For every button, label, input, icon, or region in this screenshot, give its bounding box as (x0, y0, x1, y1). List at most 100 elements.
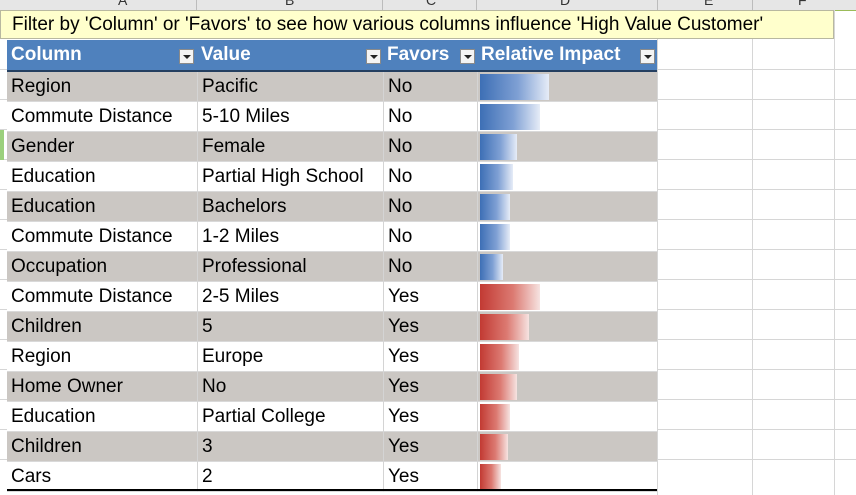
table-row[interactable]: Commute Distance 5-10 Miles No (7, 102, 657, 132)
header-favors[interactable]: Favors (383, 40, 477, 70)
cell-favors[interactable]: No (383, 132, 477, 162)
cell-value[interactable]: 2-5 Miles (197, 282, 383, 312)
cell-favors[interactable]: Yes (383, 402, 477, 432)
filter-instruction-banner[interactable]: Filter by 'Column' or 'Favors' to see ho… (0, 10, 834, 39)
cell-value[interactable]: Female (197, 132, 383, 162)
column-letter-a[interactable]: A (118, 0, 128, 8)
cell-value[interactable]: Professional (197, 252, 383, 282)
impact-data-bar (480, 194, 510, 220)
table-row[interactable]: Cars 2 Yes (7, 462, 657, 492)
table-row[interactable]: Commute Distance 1-2 Miles No (7, 222, 657, 252)
cell-relative-impact[interactable] (477, 102, 657, 132)
cell-favors[interactable]: Yes (383, 372, 477, 402)
cell-favors[interactable]: No (383, 252, 477, 282)
table-row[interactable]: Education Bachelors No (7, 192, 657, 222)
table-row[interactable]: Home Owner No Yes (7, 372, 657, 402)
header-column[interactable]: Column (7, 40, 197, 70)
cell-column[interactable]: Education (11, 166, 96, 187)
cell-favors[interactable]: Yes (383, 282, 477, 312)
table-header-row: Column Value Favors Relative Impact (7, 40, 657, 72)
cell-relative-impact[interactable] (477, 252, 657, 282)
cell-favors[interactable]: Yes (383, 312, 477, 342)
cell-relative-impact[interactable] (477, 462, 657, 492)
cell-favors[interactable]: Yes (383, 432, 477, 462)
cell-column[interactable]: Commute Distance (11, 106, 173, 127)
column-letter-b[interactable]: B (285, 0, 295, 8)
cell-column[interactable]: Commute Distance (11, 286, 173, 307)
cell-value[interactable]: Partial College (197, 402, 383, 432)
cell-column[interactable]: Children (11, 436, 82, 457)
cell-relative-impact[interactable] (477, 282, 657, 312)
cell-value[interactable]: 5 (197, 312, 383, 342)
header-value-label: Value (201, 44, 251, 65)
cell-value[interactable]: 2 (197, 462, 383, 492)
cell-column[interactable]: Commute Distance (11, 226, 173, 247)
impact-data-bar (480, 464, 501, 490)
impact-data-bar (480, 134, 517, 160)
column-letter-c[interactable]: C (426, 0, 437, 8)
cell-value[interactable]: Partial High School (197, 162, 383, 192)
table-row[interactable]: Region Europe Yes (7, 342, 657, 372)
cell-relative-impact[interactable] (477, 192, 657, 222)
cell-relative-impact[interactable] (477, 162, 657, 192)
cell-column[interactable]: Gender (11, 136, 75, 157)
cell-relative-impact[interactable] (477, 222, 657, 252)
cell-relative-impact[interactable] (477, 72, 657, 102)
cell-value[interactable]: 3 (197, 432, 383, 462)
table-body: Region Pacific No Commute Distance 5-10 Mile… (7, 72, 657, 492)
cell-relative-impact[interactable] (477, 342, 657, 372)
cell-value[interactable]: 5-10 Miles (197, 102, 383, 132)
cell-favors[interactable]: Yes (383, 342, 477, 372)
table-row[interactable]: Commute Distance 2-5 Miles Yes (7, 282, 657, 312)
cell-favors[interactable]: Yes (383, 462, 477, 492)
cell-relative-impact[interactable] (477, 312, 657, 342)
cell-value[interactable]: No (197, 372, 383, 402)
cell-favors[interactable]: No (383, 162, 477, 192)
key-influencers-table: Column Value Favors Relative Impact Regi… (7, 40, 657, 492)
cell-column[interactable]: Home Owner (11, 376, 123, 397)
header-relative-impact-label: Relative Impact (481, 44, 621, 65)
header-value[interactable]: Value (197, 40, 383, 70)
cell-column[interactable]: Education (11, 196, 96, 217)
cell-column[interactable]: Children (11, 316, 82, 337)
cell-relative-impact[interactable] (477, 132, 657, 162)
table-row[interactable]: Education Partial High School No (7, 162, 657, 192)
column-letter-e[interactable]: E (704, 0, 714, 8)
cell-value[interactable]: 1-2 Miles (197, 222, 383, 252)
cell-value[interactable]: Europe (197, 342, 383, 372)
favors-filter-dropdown-icon[interactable] (460, 49, 475, 64)
cell-relative-impact[interactable] (477, 432, 657, 462)
row-selection-indicator (0, 130, 4, 160)
cell-column[interactable]: Education (11, 406, 96, 427)
table-row[interactable]: Children 3 Yes (7, 432, 657, 462)
cell-favors[interactable]: No (383, 102, 477, 132)
value-filter-dropdown-icon[interactable] (366, 49, 381, 64)
cell-favors[interactable]: No (383, 72, 477, 102)
column-filter-dropdown-icon[interactable] (179, 49, 194, 64)
table-row[interactable]: Education Partial College Yes (7, 402, 657, 432)
column-letter-d[interactable]: D (560, 0, 571, 8)
cell-favors[interactable]: No (383, 192, 477, 222)
cell-column[interactable]: Region (11, 346, 72, 367)
cell-relative-impact[interactable] (477, 402, 657, 432)
impact-data-bar (480, 284, 540, 310)
cell-column[interactable]: Occupation (11, 256, 108, 277)
impact-data-bar (480, 224, 510, 250)
cell-column[interactable]: Region (11, 76, 72, 97)
table-bottom-border (7, 489, 657, 491)
impact-data-bar (480, 434, 508, 460)
cell-favors[interactable]: No (383, 222, 477, 252)
cell-relative-impact[interactable] (477, 372, 657, 402)
impact-filter-dropdown-icon[interactable] (640, 49, 655, 64)
header-relative-impact[interactable]: Relative Impact (477, 40, 657, 70)
table-row[interactable]: Region Pacific No (7, 72, 657, 102)
cell-column[interactable]: Cars (11, 466, 52, 487)
column-letter-f[interactable]: F (798, 0, 807, 8)
header-column-label: Column (11, 44, 82, 65)
impact-data-bar (480, 344, 519, 370)
table-row[interactable]: Children 5 Yes (7, 312, 657, 342)
table-row[interactable]: Occupation Professional No (7, 252, 657, 282)
table-row[interactable]: Gender Female No (7, 132, 657, 162)
cell-value[interactable]: Bachelors (197, 192, 383, 222)
cell-value[interactable]: Pacific (197, 72, 383, 102)
